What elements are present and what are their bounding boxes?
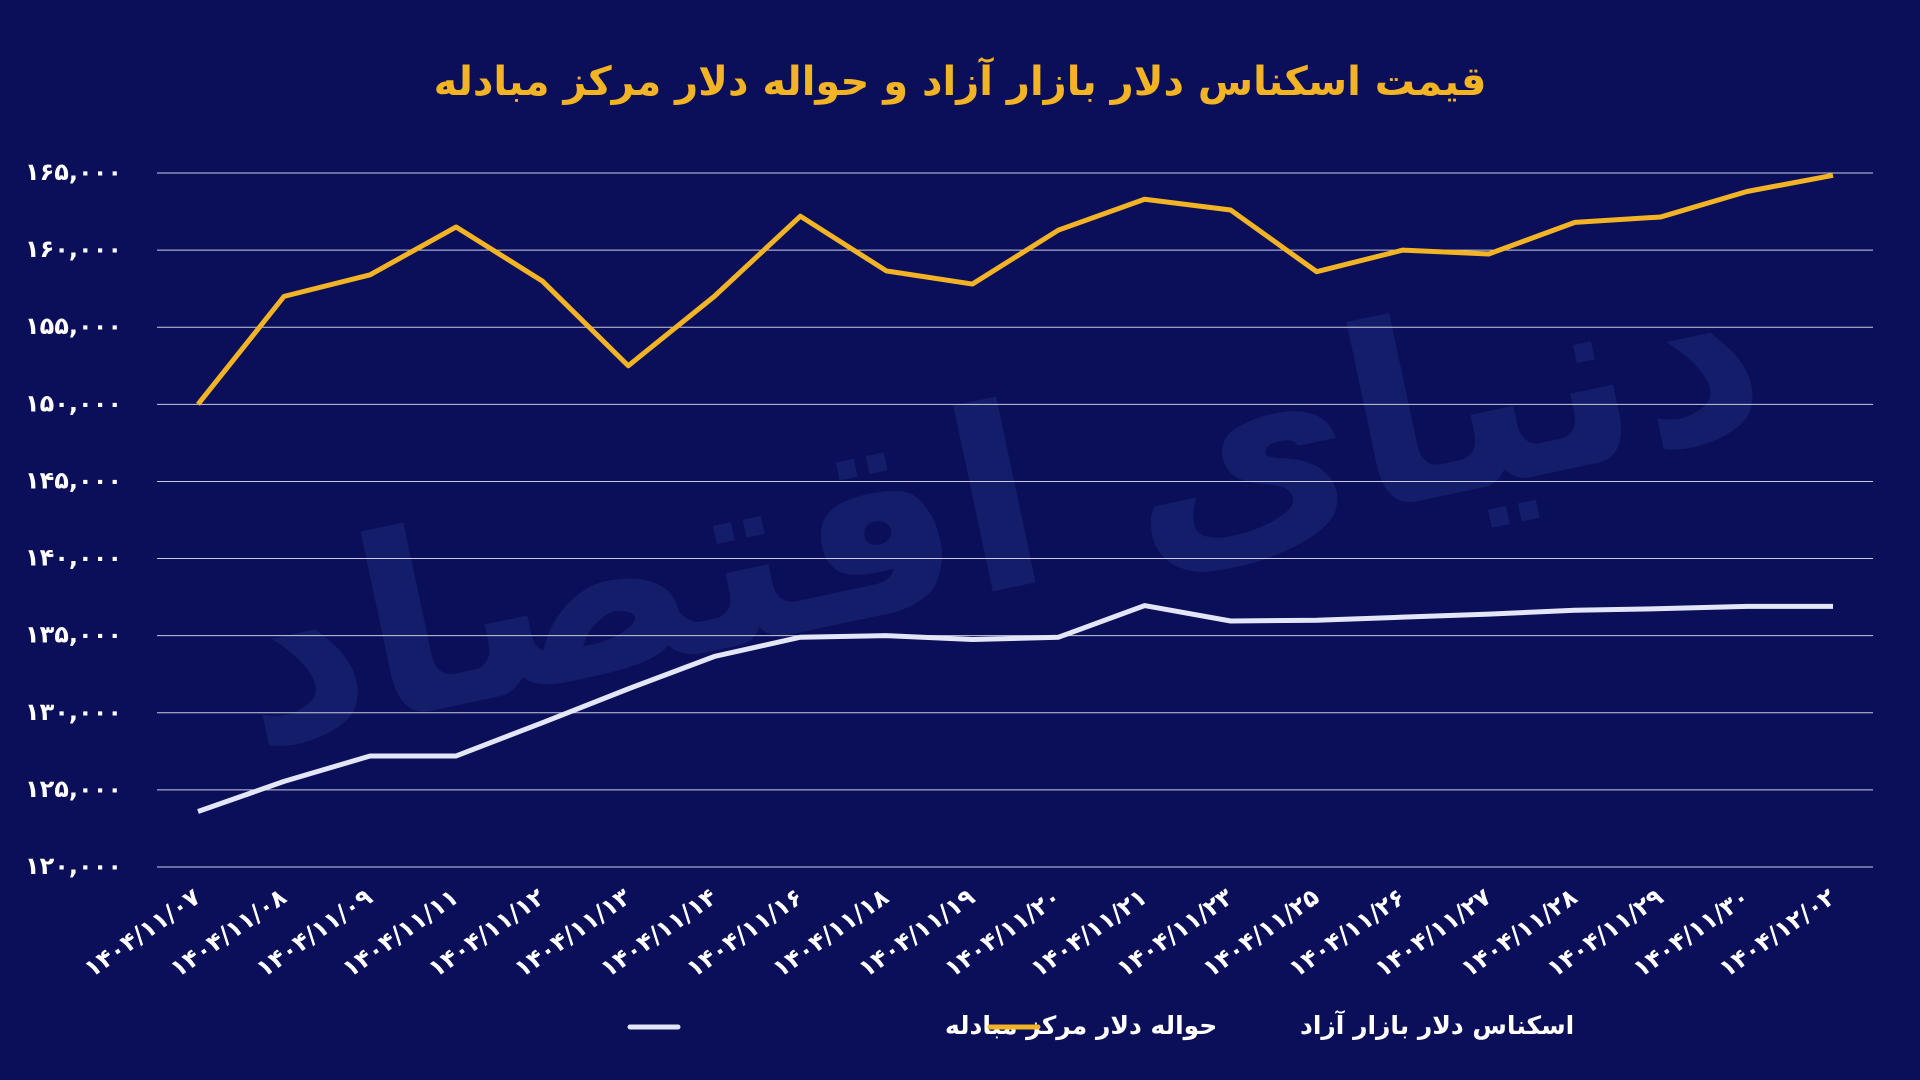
legend-label: حواله دلار مرکز مبادله (945, 1011, 1217, 1041)
chart-title: قیمت اسکناس دلار بازار آزاد و حواله دلار… (434, 56, 1487, 105)
y-tick-label: ۱۲۰,۰۰۰ (25, 852, 122, 880)
y-tick-label: ۱۶۵,۰۰۰ (25, 158, 122, 186)
y-tick-label: ۱۵۰,۰۰۰ (25, 389, 122, 417)
y-tick-label: ۱۳۵,۰۰۰ (25, 621, 122, 649)
y-tick-label: ۱۴۰,۰۰۰ (25, 544, 122, 572)
y-tick-label: ۱۶۰,۰۰۰ (25, 235, 122, 263)
line-series (196, 172, 1834, 406)
y-tick-label: ۱۵۵,۰۰۰ (25, 312, 122, 340)
y-tick-label: ۱۳۰,۰۰۰ (25, 698, 122, 726)
legend-label: اسکناس دلار بازار آزاد (1300, 1010, 1574, 1040)
y-tick-label: ۱۴۵,۰۰۰ (25, 466, 122, 494)
line-series (197, 603, 1833, 814)
y-tick-label: ۱۲۵,۰۰۰ (25, 775, 122, 803)
